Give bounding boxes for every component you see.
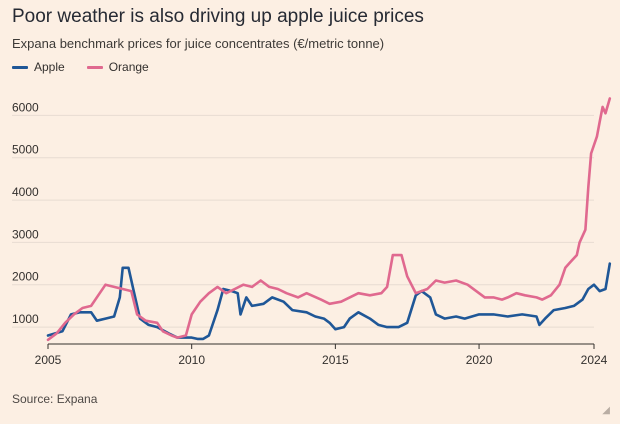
series-line-apple — [46, 262, 612, 341]
x-tick-label-2020: 2020 — [466, 353, 493, 367]
legend-swatch-orange — [86, 65, 103, 69]
x-tick-label-2005: 2005 — [35, 353, 62, 367]
y-tick-label-5000: 5000 — [12, 143, 39, 157]
legend-item-apple: Apple — [12, 60, 65, 74]
legend-item-orange: Orange — [86, 60, 149, 74]
resize-corner-icon: ◢ — [602, 405, 610, 416]
y-tick-label-3000: 3000 — [12, 227, 39, 241]
chart-title: Poor weather is also driving up apple ju… — [12, 6, 424, 27]
y-tick-label-1000: 1000 — [12, 312, 39, 326]
x-tick-label-2010: 2010 — [178, 353, 205, 367]
chart-legend: Apple Orange — [12, 59, 171, 75]
legend-label-orange: Orange — [108, 60, 149, 74]
series-line-orange — [46, 97, 612, 342]
y-tick-label-2000: 2000 — [12, 270, 39, 284]
legend-swatch-apple — [12, 65, 28, 69]
x-axis-ticks: 2005 2010 2015 2020 2024 — [35, 343, 608, 367]
legend-label-apple: Apple — [34, 60, 65, 74]
chart-subtitle: Expana benchmark prices for juice concen… — [12, 36, 385, 51]
series-lines — [46, 97, 612, 342]
source-note: Source: Expana — [12, 392, 98, 406]
x-tick-label-2015: 2015 — [322, 353, 349, 367]
y-axis-ticks: 1000 2000 3000 4000 5000 6000 — [12, 100, 39, 326]
y-tick-label-4000: 4000 — [12, 185, 39, 199]
y-tick-label-6000: 6000 — [12, 100, 39, 114]
x-tick-label-2024: 2024 — [581, 353, 608, 367]
